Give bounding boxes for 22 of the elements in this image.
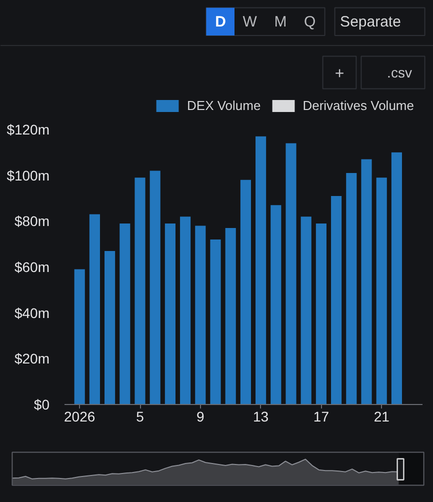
x-tick-label: 9 <box>196 408 205 424</box>
text: W <box>242 14 258 30</box>
y-tick-label: $60m <box>14 259 50 275</box>
x-tick-label: 5 <box>136 408 144 424</box>
y-tick-label: $40m <box>14 304 50 321</box>
legend-label: Derivatives Volume <box>302 98 414 113</box>
y-tick-label: $0 <box>34 396 50 412</box>
text: Q <box>304 14 316 30</box>
y-tick-label: $80m <box>14 213 50 230</box>
text: .csv <box>387 64 412 80</box>
y-tick-label: $100m <box>6 167 50 184</box>
x-tick-label: 17 <box>313 408 330 424</box>
y-tick-label: $120m <box>6 122 50 138</box>
text: D <box>215 14 226 30</box>
x-tick-label: 21 <box>374 408 390 424</box>
text: + <box>334 66 344 82</box>
x-tick-label: 13 <box>253 408 269 424</box>
legend-label: DEX Volume <box>187 98 261 113</box>
y-tick-label: $20m <box>14 350 50 367</box>
x-tick-label: 2026 <box>64 408 96 424</box>
text: M <box>274 14 287 30</box>
text: Separate <box>340 14 401 30</box>
